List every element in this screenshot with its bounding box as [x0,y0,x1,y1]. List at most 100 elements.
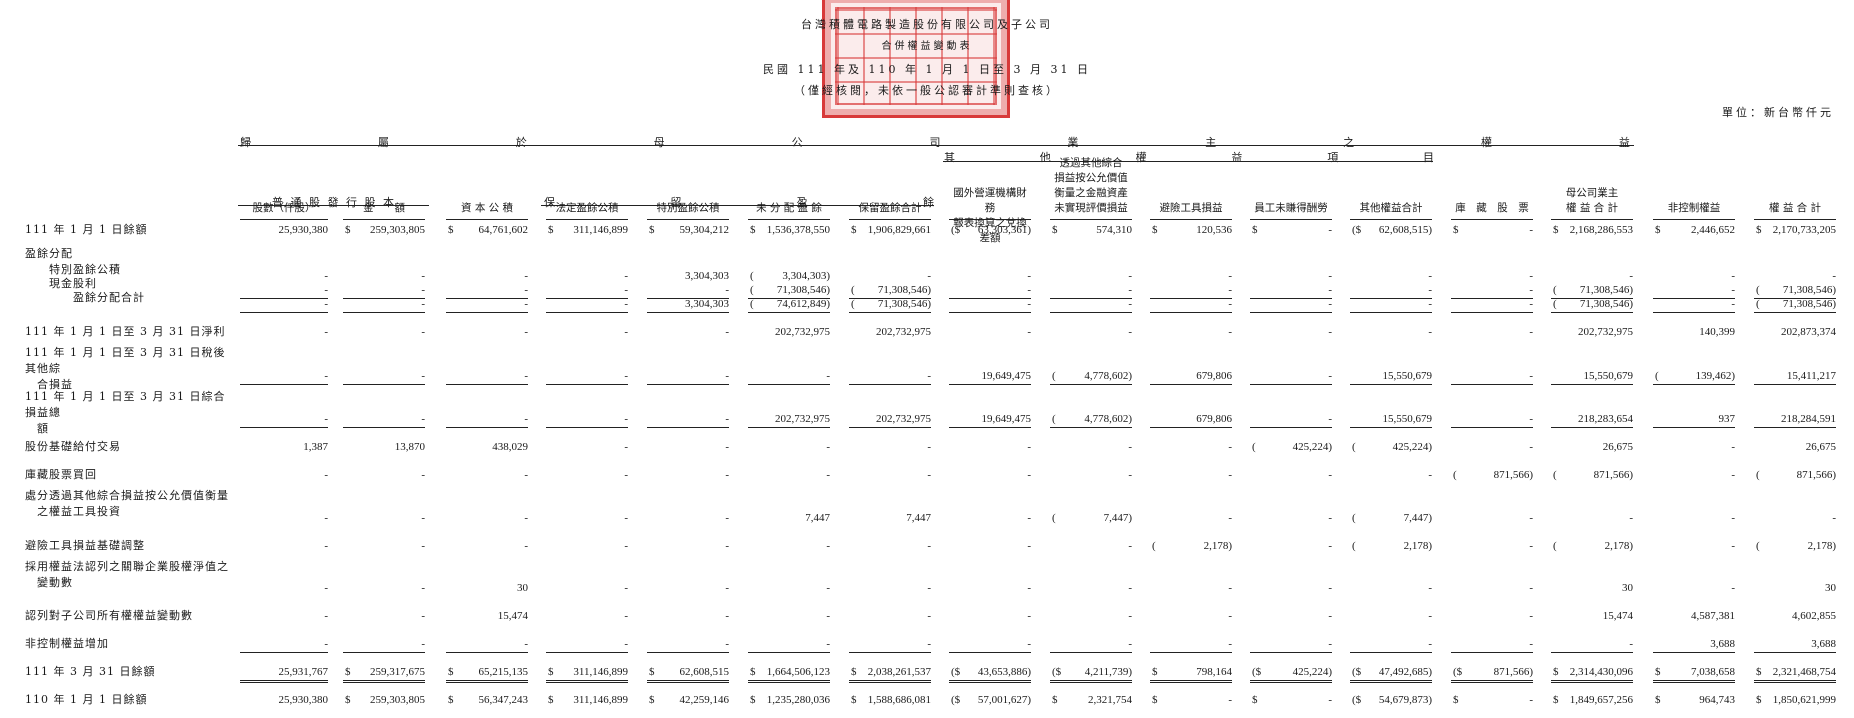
cell-value: - [1328,582,1332,594]
column-header: 非控制權益 [1667,202,1721,214]
cell-value: - [826,441,830,453]
cell-value: - [624,413,628,425]
cell-value: 218,283,654 [1578,413,1633,425]
cell-value: 15,550,679 [1583,370,1634,382]
table-cell: ($ 425,224) [1250,664,1332,683]
cell-prefix: ( [1756,298,1760,310]
cell-prefix: ($ [1352,224,1362,236]
cell-value: - [1128,638,1132,650]
cell-value: - [927,610,931,622]
row-label: 特別盈餘公積 [49,263,121,276]
cell-value: 3,304,303) [782,270,830,282]
table-cell: - [1551,268,1633,284]
cell-value: 15,550,679 [1382,370,1433,382]
table-cell: - [1250,580,1332,596]
cell-value: - [524,370,528,382]
cell-prefix: $ [448,224,454,236]
cell-value: - [1529,270,1533,282]
column-header: 透過其他綜合 損益按公允價值 衡量之金融資產 未實現評價損益 [1054,157,1128,214]
cell-prefix: ($ [951,694,961,706]
cell-value: 3,688 [1811,638,1836,650]
table-cell: 3,304,303 [647,268,729,284]
table-cell: - [748,580,830,596]
cell-value: 871,566) [1796,469,1836,481]
cell-prefix: ( [750,298,754,310]
cell-value: - [1128,469,1132,481]
table-cell: 202,873,374 [1754,324,1836,340]
table-cell: 30 [1754,580,1836,596]
table-cell: ($ 47,492,685) [1350,664,1432,683]
cell-value: - [1428,284,1432,296]
cell-value: - [524,638,528,650]
table-cell: - [1451,608,1533,624]
cell-value: - [1428,270,1432,282]
cell-value: 64,761,602 [478,224,529,236]
cell-value: 425,224) [1292,441,1332,453]
table-cell: - [446,510,528,526]
table-cell: $ - [1451,692,1533,708]
cell-value: - [624,469,628,481]
parent-equity-band-char: 權 [1481,136,1493,149]
table-cell: - [1150,324,1232,340]
table-cell: - [1150,636,1232,653]
cell-value: - [1328,540,1332,552]
column-header: 法定盈餘公積 [555,202,619,214]
column-header-rule [240,219,328,220]
cell-value: - [524,270,528,282]
cell-value: 54,679,873) [1378,694,1432,706]
cell-value: 202,873,374 [1781,326,1836,338]
table-cell: - [1050,282,1132,299]
table-cell: (425,224) [1250,439,1332,455]
table-cell: 19,649,475 [949,368,1031,385]
cell-value: - [1428,610,1432,622]
table-cell: $65,215,135 [446,664,528,683]
table-cell: $ - [1250,222,1332,238]
table-cell: - [446,282,528,299]
cell-value: - [624,610,628,622]
cell-prefix: ( [1756,284,1760,296]
cell-value: - [725,638,729,650]
table-cell: - [546,538,628,554]
table-cell: - [240,324,328,340]
table-cell: - [647,368,729,385]
table-cell: - [240,636,328,653]
cell-value: - [1228,469,1232,481]
table-cell: $574,310 [1050,222,1132,238]
cell-value: 65,215,135 [478,666,529,678]
table-cell: 1,387 [240,439,328,455]
cell-value: 140,399 [1699,326,1735,338]
cell-value: - [1027,441,1031,453]
cell-value: - [1629,638,1633,650]
table-cell: 202,732,975 [1551,324,1633,340]
cell-value: - [1731,284,1735,296]
table-cell: - [1350,282,1432,299]
cell-value: 63,303,361) [977,224,1031,236]
table-cell: $64,761,602 [446,222,528,238]
cell-value: 3,304,303 [685,270,729,282]
cell-value: - [1027,638,1031,650]
cell-value: - [1529,582,1533,594]
table-cell: $964,743 [1653,692,1735,708]
table-cell: 15,474 [1551,608,1633,624]
cell-prefix: $ [548,666,554,678]
cell-prefix: $ [1655,666,1661,678]
cell-prefix: $ [1756,224,1762,236]
table-cell: 202,732,975 [748,411,830,428]
company-seal [822,0,1010,118]
cell-value: - [624,370,628,382]
cell-value: 202,732,975 [876,326,931,338]
table-cell: $2,446,652 [1653,222,1735,238]
column-header-rule [1050,219,1132,220]
table-cell: - [1350,636,1432,653]
cell-value: 871,566) [1493,469,1533,481]
cell-prefix: $ [548,694,554,706]
cell-value: 574,310 [1096,224,1132,236]
cell-prefix: $ [750,666,756,678]
table-cell: - [1050,608,1132,624]
table-cell: (4,778,602) [1050,411,1132,428]
table-cell: - [647,538,729,554]
parent-equity-band-char: 於 [515,136,527,149]
table-cell: - [949,324,1031,340]
cell-prefix: $ [1453,224,1459,236]
table-cell: (71,308,546) [1754,296,1836,313]
